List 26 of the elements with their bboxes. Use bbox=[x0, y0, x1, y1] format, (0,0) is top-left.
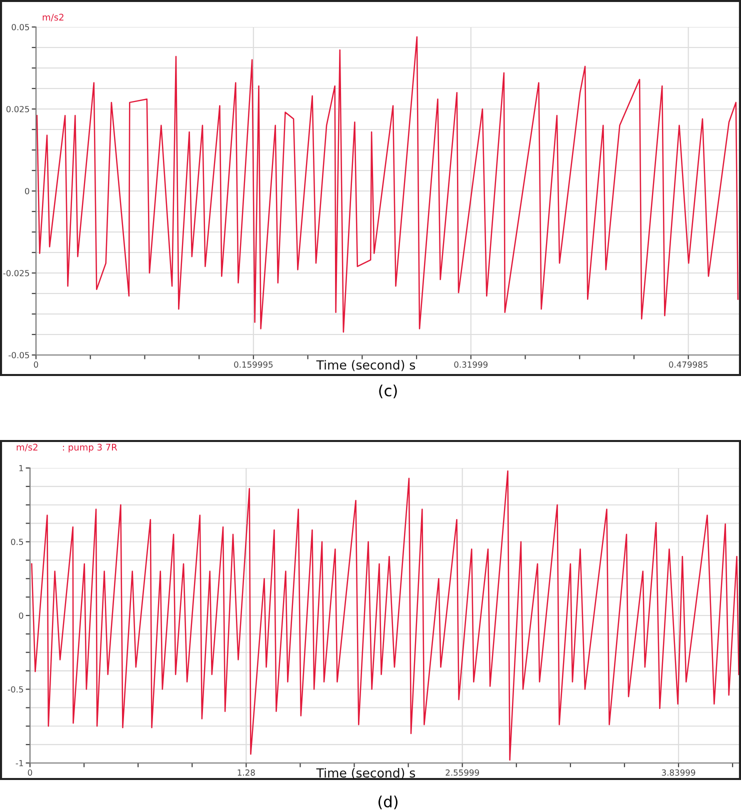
y-tick-label: 0 bbox=[24, 188, 30, 194]
y-tick-label: -0.025 bbox=[3, 270, 30, 276]
x-axis-title: Time (second) s bbox=[316, 768, 416, 780]
x-tick-label: 0.159995 bbox=[234, 361, 273, 368]
x-tick-label: 0.31999 bbox=[454, 361, 488, 368]
y-tick-label: 0.5 bbox=[11, 538, 24, 546]
y-tick-label: -0.5 bbox=[8, 686, 24, 693]
y-tick-label: -1 bbox=[16, 760, 23, 766]
line-series bbox=[36, 36, 739, 333]
y-tick-label: -0.05 bbox=[8, 352, 30, 358]
text: : pump 3 7R bbox=[63, 444, 118, 452]
y-tick-label: 1 bbox=[19, 465, 23, 472]
text: (d) bbox=[378, 796, 398, 810]
x-axis-title: Time (second) s bbox=[316, 360, 416, 372]
line-series bbox=[31, 470, 740, 761]
x-tick-label: 2.55999 bbox=[446, 769, 479, 776]
y-tick-label: 0.025 bbox=[6, 106, 30, 112]
x-tick-label: 0.479985 bbox=[669, 361, 708, 368]
y-axis-title: m/s2 bbox=[16, 444, 38, 452]
x-tick-label: 0 bbox=[34, 361, 38, 368]
y-axis-title: m/s2 bbox=[42, 14, 64, 22]
text: (c) bbox=[379, 384, 397, 398]
x-tick-label: 1.28 bbox=[238, 769, 255, 776]
y-tick-label: 0.05 bbox=[12, 24, 30, 30]
y-tick-label: 0 bbox=[18, 612, 24, 619]
x-tick-label: 3.83999 bbox=[662, 769, 696, 776]
